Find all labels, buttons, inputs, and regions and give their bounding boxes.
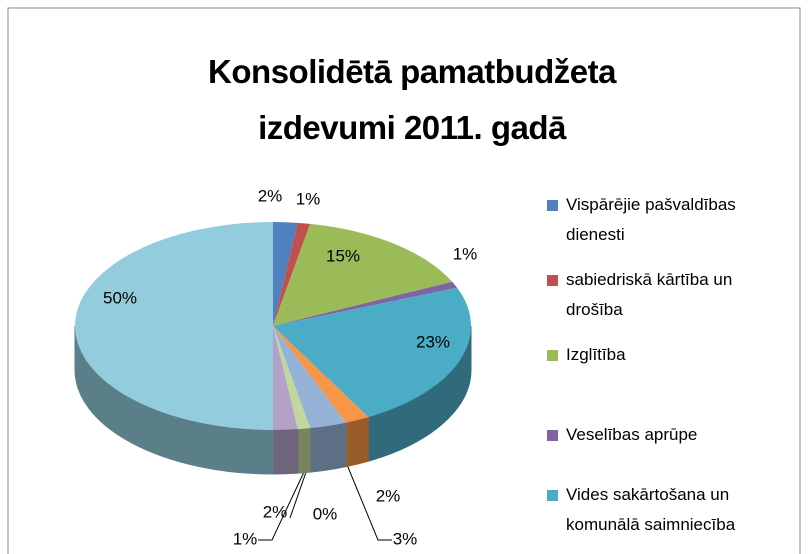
data-label: 23% xyxy=(416,332,450,351)
pie-side xyxy=(345,416,369,468)
data-label: 2% xyxy=(258,186,283,205)
pie-side xyxy=(297,427,311,474)
legend-label: Izglītība xyxy=(566,345,626,364)
pie-slice xyxy=(273,222,298,326)
legend-swatch xyxy=(547,200,558,211)
data-label: 1% xyxy=(233,529,258,548)
legend-swatch xyxy=(547,350,558,361)
pie-slice xyxy=(273,222,311,326)
pie-slice xyxy=(273,326,369,423)
legend-label: sabiedriskā kārtība un drošība xyxy=(566,270,733,319)
legend-label: Vides sakārtošana un komunālā saimniecīb… xyxy=(566,485,736,534)
legend-label: Veselības aprūpe xyxy=(566,425,698,444)
pie-side xyxy=(309,422,347,473)
pie-side xyxy=(272,428,299,475)
pie-slice xyxy=(75,222,273,430)
pie-slice xyxy=(273,326,298,430)
legend-label: Vispārējie pašvaldības dienesti xyxy=(566,195,736,244)
data-label: 0% xyxy=(313,504,338,523)
pie-slice xyxy=(273,223,453,326)
pie-slice xyxy=(273,287,471,418)
pie-slice xyxy=(273,281,458,326)
data-label: 2% xyxy=(376,486,401,505)
leader-line xyxy=(258,454,313,541)
data-label: 50% xyxy=(103,288,137,307)
data-label: 15% xyxy=(326,246,360,265)
leader-line xyxy=(342,454,392,541)
pie-slice xyxy=(273,326,311,430)
data-label: 3% xyxy=(393,529,418,548)
chart-title: Konsolidētā pamatbudžeta izdevumi 2011. … xyxy=(208,53,616,146)
data-label: 1% xyxy=(453,244,478,263)
legend-swatch xyxy=(547,275,558,286)
data-label: 2% xyxy=(263,502,288,521)
pie-slice xyxy=(273,326,346,429)
legend-swatch xyxy=(547,490,558,501)
chart-frame xyxy=(7,7,801,554)
data-label: 1% xyxy=(296,189,321,208)
legend-swatch xyxy=(547,430,558,441)
